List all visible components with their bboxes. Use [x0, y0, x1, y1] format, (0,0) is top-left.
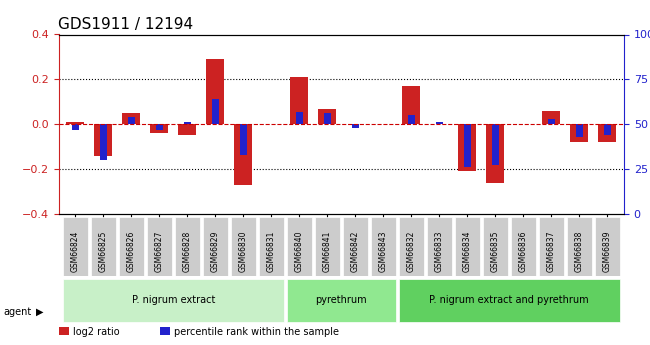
- Bar: [492, 124, 499, 166]
- Bar: [212, 99, 218, 124]
- Text: GSM66826: GSM66826: [127, 231, 136, 272]
- FancyBboxPatch shape: [567, 217, 592, 276]
- Bar: [464, 124, 471, 167]
- Bar: [150, 124, 168, 133]
- Text: GDS1911 / 12194: GDS1911 / 12194: [58, 17, 194, 32]
- FancyBboxPatch shape: [539, 217, 564, 276]
- Text: GSM66829: GSM66829: [211, 231, 220, 272]
- Bar: [100, 124, 107, 160]
- FancyBboxPatch shape: [454, 217, 480, 276]
- Text: GSM66838: GSM66838: [575, 231, 584, 272]
- FancyBboxPatch shape: [287, 217, 312, 276]
- Bar: [179, 124, 196, 135]
- Bar: [122, 113, 140, 124]
- Text: agent: agent: [3, 307, 31, 317]
- Bar: [94, 124, 112, 156]
- Bar: [604, 124, 610, 135]
- FancyBboxPatch shape: [147, 217, 172, 276]
- Bar: [291, 77, 308, 124]
- FancyBboxPatch shape: [119, 217, 144, 276]
- Bar: [72, 124, 79, 130]
- Bar: [436, 122, 443, 124]
- FancyBboxPatch shape: [595, 217, 620, 276]
- Bar: [352, 124, 359, 128]
- FancyBboxPatch shape: [203, 217, 228, 276]
- Bar: [58, 327, 69, 335]
- Text: GSM66824: GSM66824: [71, 231, 80, 272]
- Bar: [296, 112, 303, 124]
- FancyBboxPatch shape: [511, 217, 536, 276]
- FancyBboxPatch shape: [62, 279, 284, 322]
- FancyBboxPatch shape: [231, 217, 256, 276]
- Text: GSM66833: GSM66833: [435, 231, 444, 272]
- Bar: [156, 124, 162, 130]
- Text: GSM66843: GSM66843: [379, 231, 388, 272]
- FancyBboxPatch shape: [62, 217, 88, 276]
- Text: GSM66837: GSM66837: [547, 231, 556, 272]
- FancyBboxPatch shape: [91, 217, 116, 276]
- FancyBboxPatch shape: [370, 217, 396, 276]
- Text: GSM66827: GSM66827: [155, 231, 164, 272]
- Bar: [571, 124, 588, 142]
- FancyBboxPatch shape: [398, 217, 424, 276]
- Text: P. nigrum extract and pyrethrum: P. nigrum extract and pyrethrum: [430, 295, 589, 305]
- Bar: [66, 122, 84, 124]
- Text: GSM66839: GSM66839: [603, 231, 612, 272]
- FancyBboxPatch shape: [426, 217, 452, 276]
- Bar: [207, 59, 224, 124]
- Text: GSM66842: GSM66842: [351, 231, 359, 272]
- Bar: [548, 119, 554, 124]
- Bar: [240, 124, 247, 155]
- Bar: [486, 124, 504, 183]
- Bar: [184, 122, 190, 124]
- Text: ▶: ▶: [36, 307, 44, 317]
- Text: GSM66835: GSM66835: [491, 231, 500, 272]
- Text: GSM66831: GSM66831: [266, 231, 276, 272]
- Bar: [542, 111, 560, 124]
- Bar: [408, 115, 415, 124]
- Text: GSM66830: GSM66830: [239, 231, 248, 272]
- FancyBboxPatch shape: [315, 217, 340, 276]
- Bar: [161, 327, 170, 335]
- FancyBboxPatch shape: [398, 279, 620, 322]
- Bar: [458, 124, 476, 171]
- Text: GSM66832: GSM66832: [407, 231, 416, 272]
- Text: P. nigrum extract: P. nigrum extract: [131, 295, 215, 305]
- Text: GSM66834: GSM66834: [463, 231, 472, 272]
- Text: percentile rank within the sample: percentile rank within the sample: [174, 327, 339, 337]
- Text: pyrethrum: pyrethrum: [315, 295, 367, 305]
- Bar: [235, 124, 252, 185]
- FancyBboxPatch shape: [482, 217, 508, 276]
- Bar: [324, 114, 331, 124]
- Text: GSM66825: GSM66825: [99, 231, 108, 272]
- Bar: [599, 124, 616, 142]
- FancyBboxPatch shape: [175, 217, 200, 276]
- Text: GSM66836: GSM66836: [519, 231, 528, 272]
- Text: GSM66828: GSM66828: [183, 231, 192, 272]
- Text: GSM66841: GSM66841: [323, 231, 332, 272]
- Text: GSM66840: GSM66840: [294, 231, 304, 272]
- FancyBboxPatch shape: [287, 279, 396, 322]
- FancyBboxPatch shape: [259, 217, 284, 276]
- Text: log2 ratio: log2 ratio: [73, 327, 119, 337]
- Bar: [402, 86, 420, 124]
- Bar: [576, 124, 582, 137]
- Bar: [128, 117, 135, 124]
- FancyBboxPatch shape: [343, 217, 368, 276]
- Bar: [318, 108, 336, 124]
